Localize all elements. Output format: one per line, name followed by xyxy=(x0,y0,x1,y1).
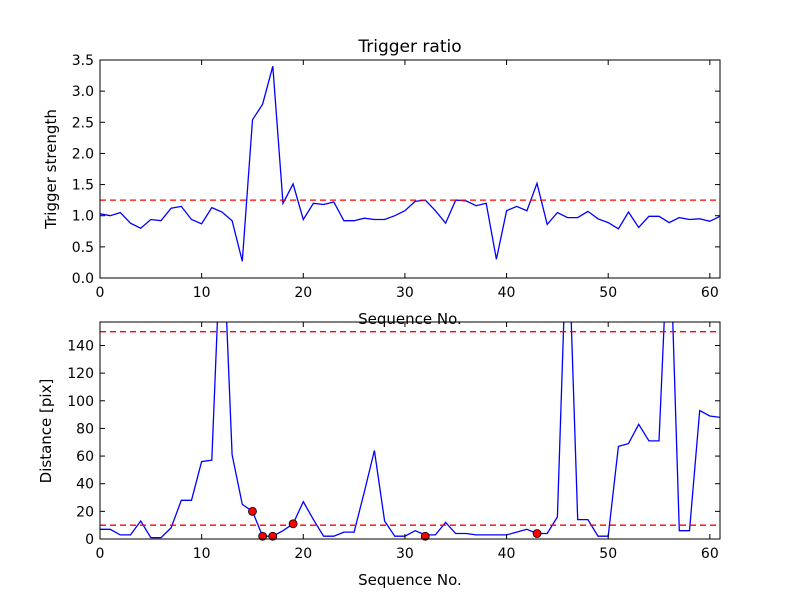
x-tick-label: 40 xyxy=(498,285,516,301)
y-tick-label: 80 xyxy=(76,421,94,437)
x-tick-label: 30 xyxy=(396,546,414,562)
y-tick-label: 60 xyxy=(76,449,94,465)
plot-area xyxy=(100,66,720,262)
x-tick-label: 60 xyxy=(701,546,719,562)
y-tick-label: 1.5 xyxy=(72,178,94,194)
x-tick-label: 50 xyxy=(599,546,617,562)
y-tick-label: 3.0 xyxy=(72,84,94,100)
y-tick-label: 0.5 xyxy=(72,240,94,256)
y-tick-label: 0 xyxy=(85,532,94,548)
x-tick-label: 20 xyxy=(294,546,312,562)
x-tick-label: 30 xyxy=(396,285,414,301)
y-tick-label: 2.5 xyxy=(72,115,94,131)
axes-frame xyxy=(99,59,721,279)
x-tick-label: 60 xyxy=(701,285,719,301)
x-tick-label: 20 xyxy=(294,285,312,301)
y-tick-label: 0.0 xyxy=(72,271,94,287)
trigger-ratio-chart: Trigger ratio Sequence No. Trigger stren… xyxy=(42,37,721,328)
marker-point xyxy=(288,519,298,529)
x-tick-label: 50 xyxy=(599,285,617,301)
x-axis-label: Sequence No. xyxy=(358,571,462,589)
x-tick-label: 10 xyxy=(193,546,211,562)
y-tick-label: 120 xyxy=(67,366,94,382)
series-line xyxy=(100,322,720,539)
y-tick-label: 20 xyxy=(76,504,94,520)
distance-chart: Sequence No. Distance [pix] 0 10 20 30 40 50 6… xyxy=(37,321,721,589)
y-tick-label: 100 xyxy=(67,394,94,410)
marker-point xyxy=(420,531,430,541)
y-tick-label: 2.0 xyxy=(72,146,94,162)
y-axis-label: Distance [pix] xyxy=(37,379,55,484)
marker-point xyxy=(258,531,268,541)
chart-title: Trigger ratio xyxy=(357,37,461,57)
x-tick-label: 0 xyxy=(96,285,105,301)
marker-point xyxy=(248,506,257,516)
x-tick-label: 0 xyxy=(96,546,105,562)
axes-frame xyxy=(99,321,721,540)
x-axis-label: Sequence No. xyxy=(358,310,462,328)
marker-point xyxy=(532,529,542,538)
y-tick-label: 3.5 xyxy=(72,53,94,69)
series-line xyxy=(100,66,720,262)
plot-area xyxy=(100,322,720,539)
y-tick-label: 40 xyxy=(76,477,94,493)
y-tick-label: 140 xyxy=(67,338,94,354)
x-tick-label: 40 xyxy=(498,546,516,562)
x-tick-label: 10 xyxy=(193,285,211,301)
marker-point xyxy=(268,531,278,541)
y-tick-label: 1.0 xyxy=(72,209,94,225)
y-axis-label: Trigger strength xyxy=(42,109,60,230)
